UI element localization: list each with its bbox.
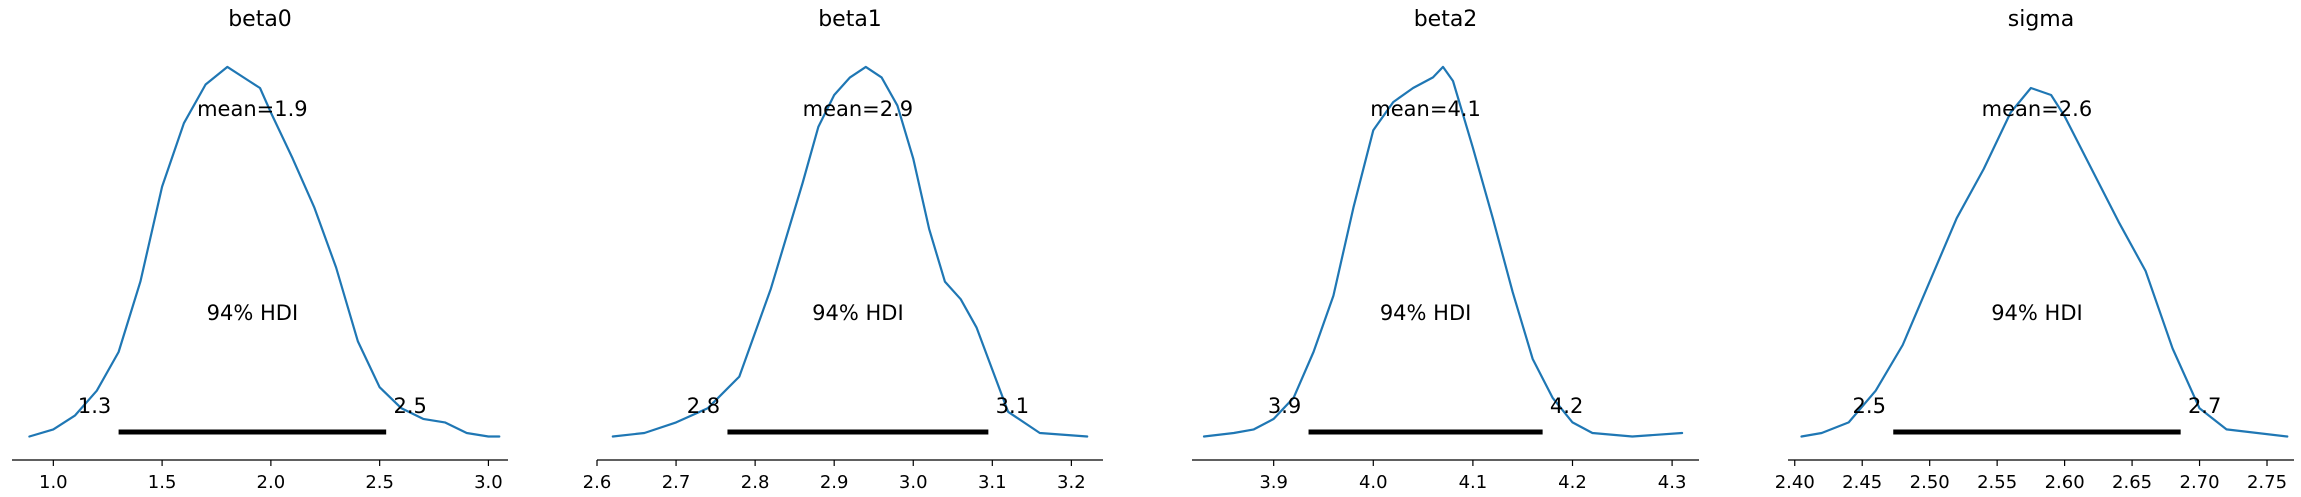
x-tick-label: 4.2 bbox=[1558, 472, 1587, 493]
subplot-title: beta2 bbox=[1414, 7, 1478, 32]
x-tick-label: 2.60 bbox=[2045, 472, 2085, 493]
x-tick-label: 4.3 bbox=[1658, 472, 1687, 493]
x-tick-label: 2.75 bbox=[2247, 472, 2287, 493]
hdi-low-label: 2.8 bbox=[687, 394, 720, 418]
x-tick-label: 1.0 bbox=[39, 472, 68, 493]
x-tick-label: 2.70 bbox=[2180, 472, 2220, 493]
x-tick-label: 2.8 bbox=[741, 472, 770, 493]
mean-label: mean=1.9 bbox=[197, 97, 308, 121]
mean-label: mean=2.6 bbox=[1982, 97, 2093, 121]
x-tick-label: 2.0 bbox=[257, 472, 286, 493]
x-tick-label: 2.65 bbox=[2112, 472, 2152, 493]
mean-label: mean=4.1 bbox=[1370, 97, 1481, 121]
x-tick-label: 2.5 bbox=[365, 472, 394, 493]
hdi-low-label: 2.5 bbox=[1853, 394, 1886, 418]
x-tick-label: 4.0 bbox=[1359, 472, 1388, 493]
subplot-beta1: 2.6 2.7 2.8 2.9 3.0 3.1 3.2 beta1 mean=2.9 94% HD… bbox=[583, 7, 1103, 493]
subplot-sigma: 2.40 2.45 2.50 2.55 2.60 2.65 2.70 2.75 sigma mea… bbox=[1775, 7, 2294, 493]
x-tick-label: 2.50 bbox=[1910, 472, 1950, 493]
density-curve bbox=[1800, 86, 2289, 438]
subplot-title: beta0 bbox=[228, 7, 292, 32]
x-tick-label: 1.5 bbox=[148, 472, 177, 493]
hdi-high-label: 4.2 bbox=[1550, 394, 1583, 418]
x-tick-label: 2.45 bbox=[1842, 472, 1882, 493]
hdi-label: 94% HDI bbox=[812, 301, 904, 325]
x-tick-label: 2.7 bbox=[662, 472, 691, 493]
density-curve bbox=[611, 65, 1089, 438]
hdi-low-label: 1.3 bbox=[78, 394, 111, 418]
hdi-high-label: 3.1 bbox=[996, 394, 1029, 418]
x-tick-label: 2.40 bbox=[1775, 472, 1815, 493]
x-tick-label: 3.2 bbox=[1057, 472, 1086, 493]
hdi-label: 94% HDI bbox=[1991, 301, 2083, 325]
hdi-high-label: 2.7 bbox=[2188, 394, 2221, 418]
hdi-label: 94% HDI bbox=[207, 301, 299, 325]
subplot-title: beta1 bbox=[818, 7, 882, 32]
density-curve bbox=[1202, 65, 1684, 438]
x-tick-label: 3.1 bbox=[978, 472, 1007, 493]
x-tick-label: 3.9 bbox=[1259, 472, 1288, 493]
subplot-beta0: 1.0 1.5 2.0 2.5 3.0 beta0 mean=1.9 94% HDI 1.3 2.… bbox=[12, 7, 508, 493]
mean-label: mean=2.9 bbox=[803, 97, 914, 121]
hdi-low-label: 3.9 bbox=[1268, 394, 1301, 418]
x-tick-label: 2.6 bbox=[583, 472, 612, 493]
subplot-title: sigma bbox=[2008, 7, 2074, 32]
x-tick-label: 2.9 bbox=[820, 472, 849, 493]
x-tick-label: 3.0 bbox=[474, 472, 503, 493]
x-tick-label: 2.55 bbox=[1977, 472, 2017, 493]
density-curve bbox=[28, 65, 501, 438]
x-tick-label: 3.0 bbox=[899, 472, 928, 493]
x-tick-label: 4.1 bbox=[1459, 472, 1488, 493]
hdi-high-label: 2.5 bbox=[393, 394, 426, 418]
subplot-beta2: 3.9 4.0 4.1 4.2 4.3 beta2 mean=4.1 94% HDI 3.9 4.… bbox=[1192, 7, 1699, 493]
hdi-label: 94% HDI bbox=[1380, 301, 1472, 325]
